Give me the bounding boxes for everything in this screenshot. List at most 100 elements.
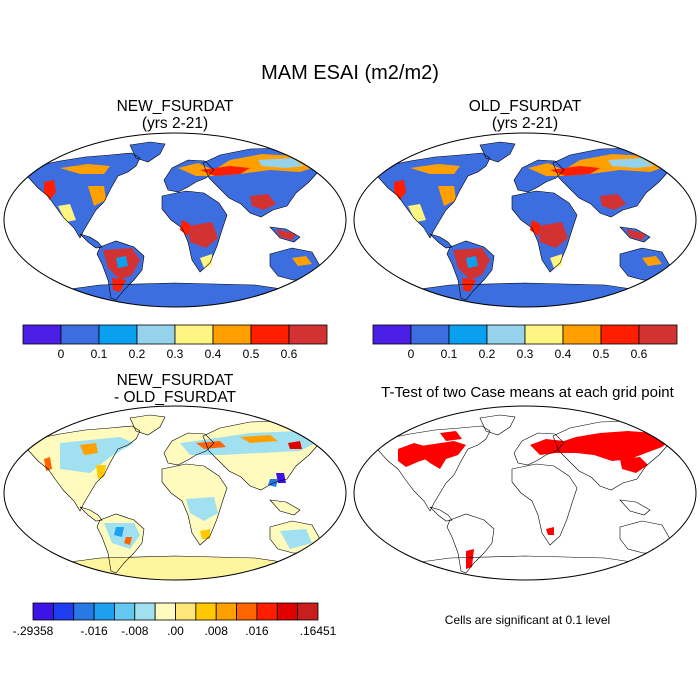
- colorbar-diff-swatch-6: [154, 602, 176, 621]
- land-north-america: [378, 153, 490, 238]
- coastline-europe: [163, 432, 215, 466]
- diff-region-11: [276, 473, 286, 483]
- panel-title-diff-line2: - OLD_FSURDAT: [113, 389, 236, 406]
- significant-region-1: [414, 441, 466, 469]
- coastline-africa: [161, 463, 228, 546]
- colorbar-old-tick-label: 0.5: [592, 347, 610, 361]
- colorbar-old-swatch-7: [638, 324, 678, 345]
- colorbar-diff-swatch-8: [195, 602, 217, 621]
- land-southeast-asia: [620, 500, 650, 515]
- colorbar-new-swatch-6: [250, 324, 290, 345]
- significant-region-3: [530, 431, 672, 461]
- map-old-fsurdat: [353, 132, 697, 308]
- esai-region-12: [58, 204, 76, 222]
- esai-region-16: [292, 256, 312, 266]
- colorbar-diff-tick-label: -.29358: [12, 624, 54, 638]
- colorbar-old-swatch-2: [448, 324, 488, 345]
- coastline-north-america: [377, 425, 491, 512]
- land-central-america: [430, 234, 452, 248]
- esai-region-13: [250, 194, 276, 210]
- map-border: [353, 132, 697, 308]
- esai-region-12: [408, 204, 426, 222]
- colorbar-diff-tick-label: .00: [167, 624, 184, 638]
- diff-region-9: [240, 435, 278, 443]
- diff-region-5: [114, 527, 124, 537]
- esai-region-3: [180, 220, 190, 236]
- panel-title-new-line2: (yrs 2-21): [141, 115, 209, 132]
- coastline-south-america: [96, 513, 145, 574]
- colorbar-new-tick-label: 0.2: [128, 347, 146, 361]
- coastline-southeast-asia: [619, 226, 651, 243]
- colorbar-diff-swatch-3: [93, 602, 115, 621]
- panel-title-old-line2: (yrs 2-21): [491, 115, 559, 132]
- colorbar-diff-swatch-5: [134, 602, 156, 621]
- panel-title-old: OLD_FSURDAT (yrs 2-21): [350, 98, 700, 132]
- esai-region-14: [466, 256, 478, 268]
- colorbar-diff: [32, 602, 319, 621]
- land-central-america: [430, 507, 452, 521]
- coastline-greenland: [479, 414, 516, 436]
- colorbar-old-labels: 0 0.1 0.2 0.3 0.4 0.5 0.6: [373, 347, 677, 363]
- colorbar-diff-swatch-2: [73, 602, 95, 621]
- colorbar-diff-swatch-0: [32, 602, 54, 621]
- colorbar-diff-tick-label: -.016: [80, 624, 108, 638]
- colorbar-old-tick-label: 0.2: [478, 347, 496, 361]
- land-central-america: [80, 507, 102, 521]
- colorbar-new-tick-label: 0.6: [280, 347, 298, 361]
- map-new-fsurdat: [3, 132, 347, 308]
- colorbar-diff-swatch-1: [52, 602, 75, 621]
- colorbar-new-tick-label: 0.5: [242, 347, 260, 361]
- colorbar-old-swatch-0: [372, 324, 412, 345]
- coastline-africa: [161, 190, 228, 273]
- panel-title-diff: NEW_FSURDAT - OLD_FSURDAT: [0, 372, 350, 406]
- diff-region-8: [196, 441, 226, 449]
- colorbar-diff-tick-label: -.008: [121, 624, 149, 638]
- coastline-africa: [511, 463, 578, 546]
- colorbar-diff-labels: -.29358 -.016 -.008 .00 .008 .016 .16451: [13, 624, 337, 640]
- esai-region-15: [550, 254, 562, 268]
- significant-region-4: [620, 457, 648, 473]
- colorbar-new-swatch-3: [136, 324, 176, 345]
- colorbar-new-swatch-7: [288, 324, 328, 345]
- colorbar-old: [372, 324, 678, 345]
- esai-region-2: [188, 222, 218, 248]
- land-australia: [270, 248, 320, 280]
- colorbar-new: [22, 324, 328, 345]
- esai-region-14: [116, 256, 128, 268]
- map-border: [353, 405, 697, 581]
- colorbar-new-swatch-4: [174, 324, 214, 345]
- esai-region-11: [88, 186, 106, 206]
- esai-region-8: [258, 158, 304, 168]
- esai-region-9: [60, 164, 110, 174]
- colorbar-old-swatch-4: [524, 324, 564, 345]
- colorbar-old-swatch-5: [562, 324, 602, 345]
- diff-region-1: [80, 443, 98, 455]
- coastline-south-america: [446, 513, 495, 574]
- colorbar-old-tick-label: 0.6: [630, 347, 648, 361]
- map-border: [3, 405, 347, 581]
- esai-region-4: [276, 229, 296, 240]
- colorbar-new-tick-label: 0.4: [204, 347, 222, 361]
- diff-region-15: [280, 529, 312, 549]
- map-difference: [3, 405, 347, 581]
- land-australia: [620, 521, 670, 553]
- figure-title: MAM ESAI (m2/m2): [261, 62, 439, 84]
- coastline-africa: [511, 190, 578, 273]
- esai-region-8: [608, 158, 654, 168]
- colorbar-old-tick-label: 0: [407, 347, 415, 361]
- colorbar-diff-swatch-9: [215, 602, 237, 621]
- colorbar-diff-swatch-12: [276, 602, 299, 621]
- esai-region-3: [530, 220, 540, 236]
- significant-region-5: [466, 549, 474, 569]
- colorbar-diff-tick-label: .16451: [299, 624, 337, 638]
- coastline-southeast-asia: [619, 499, 651, 516]
- colorbar-old-swatch-6: [600, 324, 640, 345]
- esai-region-9: [410, 164, 460, 174]
- esai-region-15: [200, 254, 212, 268]
- colorbar-new-swatch-0: [22, 324, 62, 345]
- coastline-southeast-asia: [269, 499, 301, 516]
- diff-region-13: [186, 497, 218, 521]
- map-ttest: [353, 405, 697, 581]
- colorbar-new-swatch-2: [98, 324, 138, 345]
- colorbar-new-swatch-5: [212, 324, 252, 345]
